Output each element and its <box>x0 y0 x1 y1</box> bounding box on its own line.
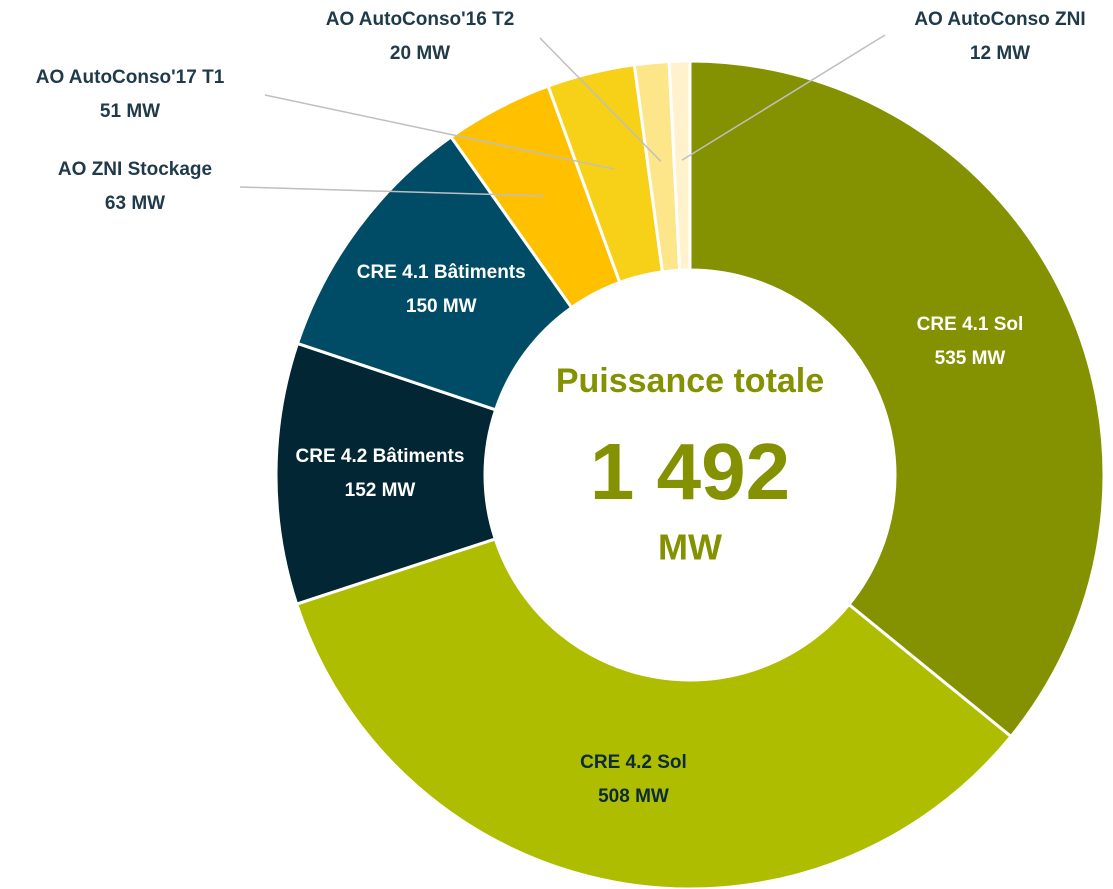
segment-label: AO ZNI Stockage <box>58 159 212 180</box>
segment-label: CRE 4.1 Sol <box>917 314 1024 335</box>
segment-value-label: 152 MW <box>345 480 416 501</box>
segment-value-label: 150 MW <box>406 296 477 317</box>
segment-label: CRE 4.2 Sol <box>580 752 687 773</box>
segment-label: AO AutoConso'16 T2 <box>326 9 515 30</box>
segment-value-label: 535 MW <box>935 348 1006 369</box>
segment-label: AO AutoConso'17 T1 <box>36 67 225 88</box>
donut-segment <box>294 537 1014 889</box>
segment-value-label: 51 MW <box>100 101 160 122</box>
donut-segment <box>688 59 1106 739</box>
donut-segment <box>667 59 692 272</box>
donut-segment <box>295 134 574 412</box>
leader-line <box>681 34 886 161</box>
leader-line <box>539 37 662 162</box>
segment-label: AO AutoConso ZNI <box>914 9 1085 30</box>
leader-line <box>239 186 544 197</box>
leader-line <box>264 94 615 170</box>
segment-value-label: 12 MW <box>970 43 1030 64</box>
center-title: Puissance totale <box>556 362 824 400</box>
segment-value-label: 508 MW <box>598 786 669 807</box>
segment-value-label: 20 MW <box>390 43 450 64</box>
center-value: 1 492 <box>590 427 790 516</box>
center-unit: MW <box>658 527 722 568</box>
segment-label: CRE 4.1 Bâtiments <box>357 262 526 283</box>
segment-value-label: 63 MW <box>105 193 165 214</box>
segment-label: CRE 4.2 Bâtiments <box>296 446 465 467</box>
